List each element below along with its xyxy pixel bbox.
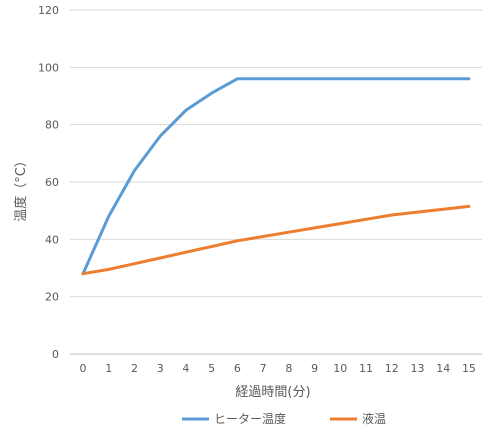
x-tick-label: 8: [285, 362, 292, 375]
y-tick-label: 80: [45, 119, 59, 132]
series-line-1: [81, 204, 471, 276]
x-axis-title: 経過時間(分): [235, 385, 310, 400]
y-axis-title: 温度（°C）: [13, 154, 29, 222]
y-axis-tick-labels: 0 20 40 60 80 100 120: [38, 4, 59, 361]
x-tick-label: 3: [157, 362, 164, 375]
x-tick-label: 14: [436, 362, 450, 375]
x-tick-label: 1: [105, 362, 112, 375]
gridlines: [70, 9, 482, 355]
series-lines: [81, 77, 471, 276]
x-tick-label: 2: [131, 362, 138, 375]
x-tick-label: 12: [385, 362, 399, 375]
series-line-0: [81, 77, 471, 276]
x-tick-label: 9: [311, 362, 318, 375]
y-tick-label: 20: [45, 291, 59, 304]
x-tick-label: 4: [182, 362, 189, 375]
legend-label-0: ヒーター温度: [214, 411, 286, 426]
x-tick-label: 13: [410, 362, 424, 375]
x-axis-tick-labels: 0 1 2 3 4 5 6 7 8 9 10 11 12 13 14 15: [80, 362, 476, 375]
y-tick-label: 100: [38, 61, 59, 74]
y-tick-label: 120: [38, 4, 59, 17]
x-tick-label: 15: [462, 362, 476, 375]
x-tick-label: 10: [333, 362, 347, 375]
legend-label-1: 液温: [362, 411, 386, 426]
y-tick-label: 0: [52, 348, 59, 361]
x-tick-label: 5: [208, 362, 215, 375]
x-tick-label: 11: [359, 362, 373, 375]
y-tick-label: 60: [45, 176, 59, 189]
x-tick-label: 7: [260, 362, 267, 375]
y-tick-label: 40: [45, 233, 59, 246]
x-tick-label: 6: [234, 362, 241, 375]
x-tick-label: 0: [80, 362, 87, 375]
legend: ヒーター温度 液温: [182, 411, 386, 426]
